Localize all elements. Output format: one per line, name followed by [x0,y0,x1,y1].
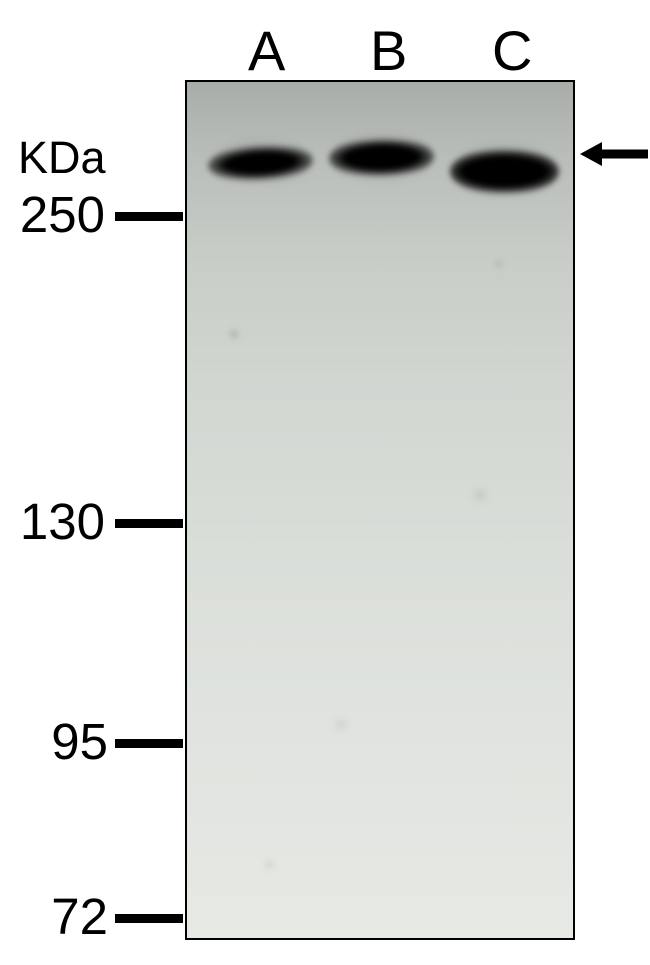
tick-250 [115,212,183,221]
unit-label: KDa [18,132,106,184]
marker-130: 130 [15,492,105,551]
tick-130 [115,519,183,528]
lane-label-b: B [370,18,407,83]
lane-label-a: A [248,18,285,83]
tick-95 [115,739,183,748]
marker-95: 95 [38,712,108,771]
tick-72 [115,914,183,923]
target-arrow [580,138,648,175]
lane-label-c: C [492,18,532,83]
marker-250: 250 [15,185,105,244]
marker-72: 72 [38,887,108,946]
blot-border [185,80,575,940]
arrow-icon [580,138,648,170]
